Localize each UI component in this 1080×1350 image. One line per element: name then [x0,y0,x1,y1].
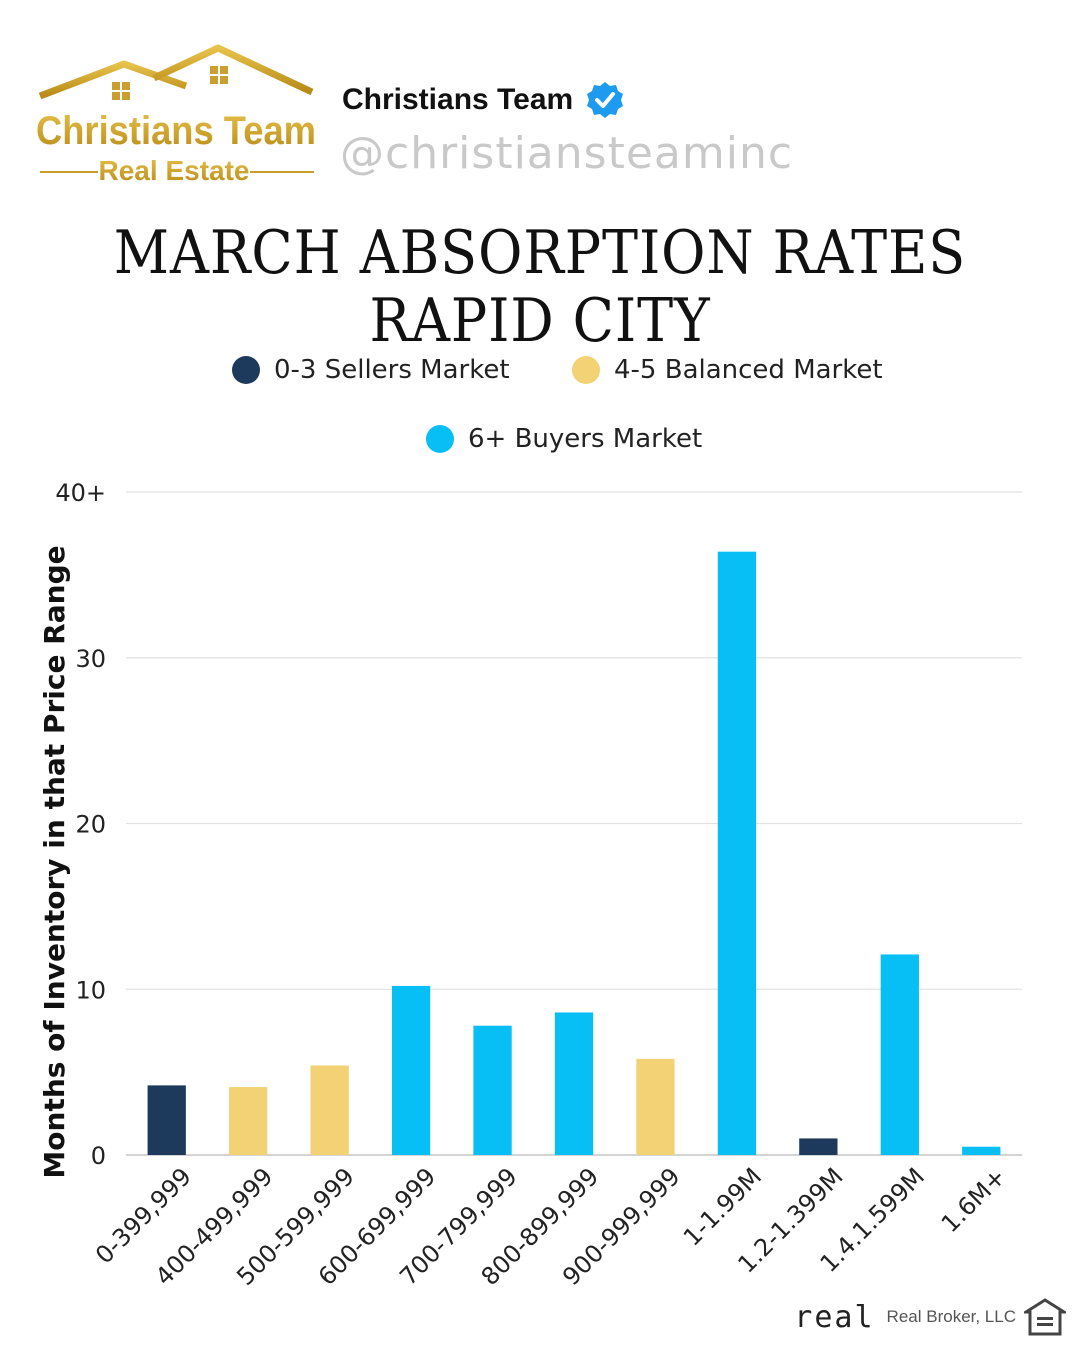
legend-dot-balanced [572,356,600,384]
y-tick-label: 40+ [55,479,106,507]
logo-line-1: Christians Team [36,109,316,153]
bars [147,551,1001,1155]
bar-0 [147,1085,186,1155]
y-axis-label: Months of Inventory in that Price Range [38,545,71,1178]
legend-dot-sellers [232,356,260,384]
account-handle: @christiansteaminc [340,128,794,179]
verified-check-icon [587,82,624,118]
christians-team-logo: Christians Team Real Estate [36,44,316,184]
y-tick-label: 10 [75,976,106,1004]
bar-5 [554,1012,594,1155]
bar-6 [636,1058,675,1155]
legend-item-sellers: 0-3 Sellers Market [232,355,510,385]
x-tick-label: 1.6M+ [936,1162,1012,1238]
account-name-text: Christians Team [342,83,574,116]
footer: real Real Broker, LLC [794,1298,1066,1336]
bar-4 [473,1025,512,1155]
legend-item-balanced: 4-5 Balanced Market [572,355,883,385]
y-tick-label: 0 [91,1142,106,1170]
y-tick-label: 20 [75,811,106,839]
logo-line-2: Real Estate [99,155,250,184]
bar-2 [310,1065,349,1155]
bar-1 [229,1087,268,1155]
equal-housing-icon [1024,1298,1066,1336]
legend-dot-buyers [426,425,454,453]
x-tick-labels: 0-399,999400-499,999500-599,999600-699,9… [90,1162,1011,1290]
legend-label-buyers: 6+ Buyers Market [468,424,703,454]
houses-logo-icon [38,44,314,100]
y-tick-label: 30 [75,645,106,673]
legend-label-balanced: 4-5 Balanced Market [614,355,883,385]
bar-10 [962,1146,1001,1155]
legend-label-sellers: 0-3 Sellers Market [274,355,510,385]
y-tick-labels: 0 10 20 30 40+ [55,479,106,1170]
chart-title: MARCH ABSORPTION RATES [113,218,967,288]
bar-9 [880,954,919,1155]
real-logo: real [794,1299,875,1335]
broker-name: Real Broker, LLC [886,1307,1016,1326]
legend-item-buyers: 6+ Buyers Market [426,424,702,454]
bar-7 [717,551,757,1155]
chart-subtitle: RAPID CITY [369,286,711,356]
account-name: Christians Team [342,80,625,120]
bar-3 [391,985,431,1155]
bar-8 [799,1138,838,1155]
